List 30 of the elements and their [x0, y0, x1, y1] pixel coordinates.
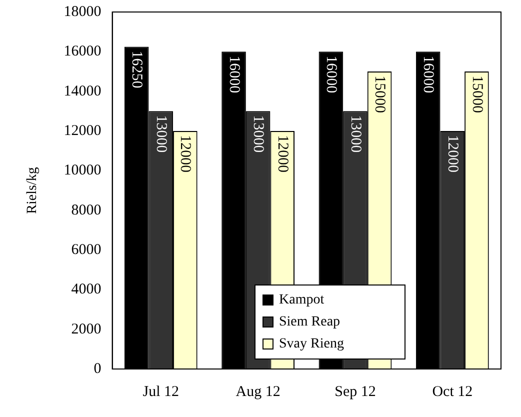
y-tick-label: 6000	[71, 242, 102, 258]
data-label: 15000	[372, 76, 388, 113]
data-label: 16250	[128, 50, 145, 88]
data-label: 12000	[177, 135, 194, 172]
y-tick-label: 2000	[71, 321, 102, 338]
data-label: 12000	[444, 135, 460, 172]
y-tick-label: 16000	[64, 44, 102, 60]
y-tick-label: 12000	[64, 122, 102, 139]
data-label: 12000	[274, 135, 290, 172]
y-axis-title: Riels/kg	[25, 167, 40, 214]
y-tick-label: 0	[94, 360, 102, 377]
x-tick-label: Jul 12	[142, 384, 180, 400]
y-tick-label: 8000	[71, 202, 102, 218]
data-label: 16000	[420, 56, 436, 94]
y-tick-label: 14000	[64, 83, 102, 100]
data-label: 15000	[468, 76, 485, 113]
legend-label: Siem Reap	[279, 314, 340, 330]
data-label: 16000	[226, 56, 242, 94]
y-tick-label: 4000	[71, 282, 102, 298]
data-label: 13000	[152, 115, 169, 153]
y-tick-label: 10000	[64, 162, 102, 179]
data-label: 13000	[250, 115, 266, 153]
legend-label: Kampot	[279, 292, 324, 308]
data-label: 16000	[323, 56, 340, 94]
x-tick-label: Sep 12	[334, 384, 376, 400]
data-label: 13000	[347, 115, 364, 153]
x-tick-label: Oct 12	[432, 384, 473, 400]
y-tick-label: 18000	[64, 4, 102, 20]
x-tick-label: Aug 12	[236, 384, 280, 400]
legend-label: Svay Rieng	[279, 336, 344, 352]
